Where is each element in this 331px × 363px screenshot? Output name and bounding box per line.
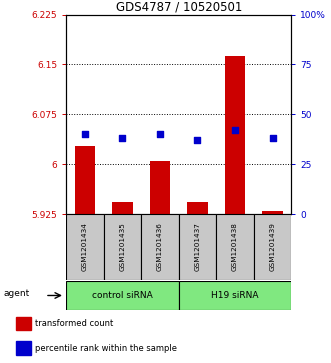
- Text: percentile rank within the sample: percentile rank within the sample: [35, 343, 177, 352]
- Text: GSM1201436: GSM1201436: [157, 223, 163, 271]
- Bar: [16, 342, 30, 355]
- Bar: [179, 214, 216, 280]
- Point: [82, 131, 88, 137]
- Bar: [216, 214, 254, 280]
- Text: transformed count: transformed count: [35, 319, 114, 328]
- Text: GSM1201438: GSM1201438: [232, 223, 238, 271]
- Bar: [141, 214, 179, 280]
- Point: [157, 131, 163, 137]
- Bar: [262, 211, 283, 214]
- Text: GSM1201439: GSM1201439: [269, 223, 275, 271]
- Text: GSM1201435: GSM1201435: [119, 223, 125, 271]
- Bar: [179, 281, 291, 310]
- Bar: [16, 317, 30, 330]
- Bar: [254, 214, 291, 280]
- Point: [270, 135, 275, 141]
- Bar: [75, 146, 95, 214]
- Text: GSM1201434: GSM1201434: [82, 223, 88, 271]
- Bar: [104, 214, 141, 280]
- Title: GDS4787 / 10520501: GDS4787 / 10520501: [116, 0, 242, 13]
- Point: [195, 137, 200, 143]
- Point: [232, 127, 238, 133]
- Bar: [66, 281, 179, 310]
- Bar: [150, 161, 170, 214]
- Point: [120, 135, 125, 141]
- Bar: [66, 214, 104, 280]
- Text: control siRNA: control siRNA: [92, 291, 153, 300]
- Text: H19 siRNA: H19 siRNA: [211, 291, 259, 300]
- Bar: [112, 201, 133, 214]
- Text: agent: agent: [3, 290, 29, 298]
- Bar: [225, 56, 245, 214]
- Text: GSM1201437: GSM1201437: [195, 223, 201, 271]
- Bar: [187, 201, 208, 214]
